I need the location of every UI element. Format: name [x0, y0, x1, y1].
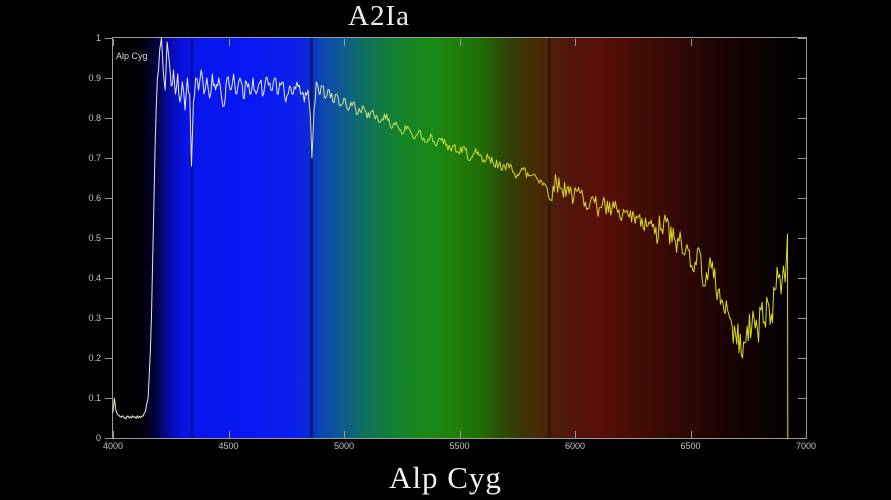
chart-title: A2Ia	[348, 0, 410, 32]
x-tick-label: 6500	[680, 441, 701, 451]
y-tick-left	[105, 318, 113, 319]
x-tick-top	[690, 39, 692, 46]
y-tick-right	[798, 78, 806, 79]
y-tick-label: 0	[95, 433, 101, 443]
H-alpha-band	[704, 38, 707, 438]
y-tick-label: 0.6	[88, 193, 101, 203]
y-tick-label: 0.8	[88, 113, 101, 123]
x-tick-top	[228, 39, 230, 46]
y-tick-left	[105, 438, 113, 439]
y-tick-label: 0.2	[88, 353, 101, 363]
y-tick-left	[105, 358, 113, 359]
y-tick-right	[798, 118, 806, 119]
H-beta-band	[310, 38, 314, 438]
y-tick-left	[105, 118, 113, 119]
x-tick-label: 6000	[564, 441, 586, 451]
y-tick-right	[798, 318, 806, 319]
y-tick-right	[798, 278, 806, 279]
y-tick-left	[105, 398, 113, 399]
y-tick-label: 1	[95, 33, 101, 43]
in-plot-star-label: Alp Cyg	[116, 51, 148, 61]
flux-trace-path	[112, 37, 789, 439]
y-tick-label: 0.9	[88, 73, 101, 83]
y-tick-left	[105, 38, 113, 39]
plot-area: Alp Cyg	[112, 37, 807, 439]
x-tick-bottom	[344, 431, 345, 438]
x-tick-bottom	[459, 431, 461, 438]
Na-D-band	[548, 38, 552, 438]
x-tick-label: 7000	[795, 441, 817, 451]
y-tick-left	[105, 278, 113, 279]
y-tick-left	[105, 158, 113, 159]
spectrum-background-gradient	[113, 38, 806, 438]
y-tick-right	[798, 158, 806, 159]
flux-trace	[112, 37, 789, 439]
y-tick-label: 0.5	[88, 233, 101, 243]
x-tick-top	[459, 39, 461, 46]
y-tick-right	[798, 358, 806, 359]
y-tick-right	[798, 438, 806, 439]
x-tick-label: 4000	[102, 441, 124, 451]
x-tick-top	[806, 39, 807, 46]
y-tick-right	[798, 238, 806, 239]
x-tick-bottom	[575, 431, 576, 438]
y-tick-right	[798, 398, 806, 399]
y-tick-label: 0.4	[88, 273, 101, 283]
x-tick-label: 4500	[218, 441, 239, 451]
x-tick-bottom	[690, 431, 692, 438]
x-tick-label: 5500	[449, 441, 470, 451]
x-tick-top	[344, 39, 345, 46]
y-tick-label: 0.3	[88, 313, 101, 323]
y-tick-right	[798, 38, 806, 39]
y-tick-left	[105, 238, 113, 239]
x-tick-bottom	[228, 431, 230, 438]
x-axis-title: Alp Cyg	[389, 460, 502, 495]
x-tick-top	[113, 39, 114, 46]
x-tick-bottom	[806, 431, 807, 438]
x-tick-label: 5000	[333, 441, 355, 451]
y-tick-left	[105, 78, 113, 79]
y-tick-label: 0.7	[88, 153, 101, 163]
x-tick-bottom	[113, 431, 114, 438]
y-tick-left	[105, 198, 113, 199]
y-tick-right	[798, 198, 806, 199]
H-gamma-band	[190, 38, 193, 438]
x-tick-top	[575, 39, 576, 46]
y-tick-label: 0.1	[88, 393, 101, 403]
